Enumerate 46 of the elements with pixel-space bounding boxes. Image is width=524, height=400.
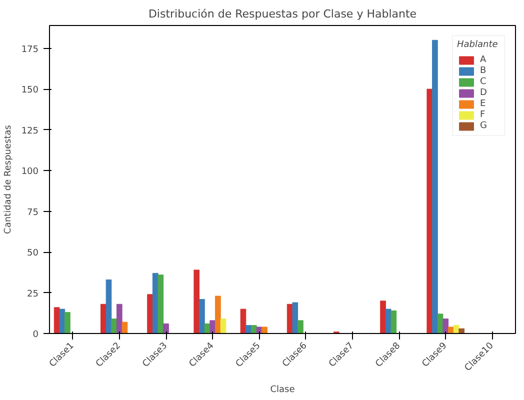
bar (380, 300, 386, 334)
x-axis-title: Clase (270, 385, 296, 396)
bar (210, 320, 216, 334)
bar (448, 326, 454, 334)
bar (442, 318, 449, 334)
bar (194, 270, 200, 334)
bar (100, 304, 106, 334)
legend-label: C (480, 77, 488, 87)
bar (111, 318, 117, 334)
bar (147, 294, 153, 334)
legend-title: Hablante (457, 40, 499, 50)
y-tick-label: 25 (27, 289, 38, 300)
bar (106, 279, 112, 334)
bar (298, 320, 304, 334)
bar (59, 308, 66, 334)
y-tick-label: 50 (27, 248, 39, 259)
bar (215, 296, 221, 334)
legend-label: G (480, 121, 488, 131)
bar (458, 328, 464, 334)
y-tick-label: 125 (21, 126, 39, 136)
bar (292, 302, 298, 334)
bar (163, 323, 169, 334)
bar (426, 88, 433, 334)
bar (64, 312, 70, 334)
bar (116, 304, 122, 334)
bar (262, 326, 268, 334)
bar (246, 325, 252, 334)
legend-label: E (480, 99, 487, 109)
bar (220, 318, 226, 334)
bar (158, 274, 164, 334)
y-axis-title: Cantidad de Respuestas (3, 124, 14, 234)
bar (240, 308, 246, 334)
legend-label: F (480, 110, 486, 120)
bar (199, 299, 205, 334)
legend-label: B (480, 66, 488, 76)
y-tick-label: 100 (21, 167, 39, 178)
legend-label: D (480, 88, 488, 98)
y-tick-label: 150 (21, 86, 39, 96)
legend-label: A (480, 55, 488, 65)
chart-title: Distribución de Respuestas por Clase y Hablante (148, 8, 417, 20)
bar (390, 310, 397, 334)
bar (432, 40, 438, 334)
y-tick-label: 175 (21, 44, 39, 55)
y-tick-label: 75 (27, 208, 38, 218)
bar (122, 322, 128, 334)
y-tick-label: 0 (32, 330, 39, 340)
